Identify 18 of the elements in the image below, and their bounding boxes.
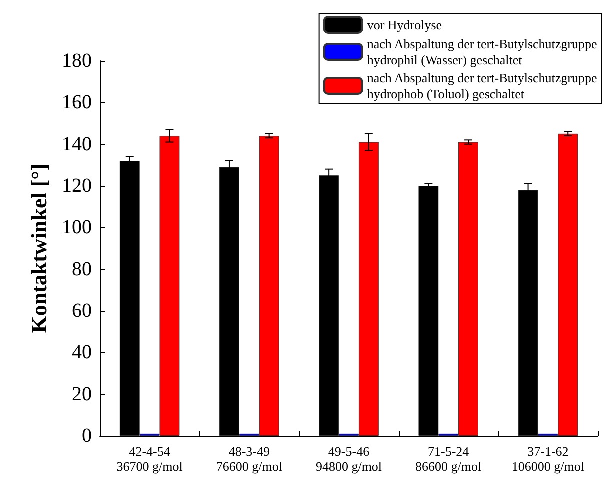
y-tick-label: 20 [72,383,92,406]
y-tick-label: 180 [62,50,92,72]
y-axis-title: Kontaktwinkel [°] [26,164,52,334]
y-tick-label: 100 [62,216,92,239]
y-tick-label: 60 [72,300,92,322]
y-tick-label: 0 [82,425,92,447]
y-tick-label: 140 [62,133,92,156]
legend-label: vor Hydrolyse [367,18,442,32]
y-tick-label: 160 [62,92,92,114]
legend-label: nach Abspaltung der tert-Butylschutzgruppe hydrophob (Toluol) geschaltet [367,70,598,102]
x-tick-label: 49-5-46 94800 g/mol [316,444,382,474]
x-tick-label: 37-1-62 106000 g/mol [512,444,585,474]
x-tick-label: 71-5-24 86600 g/mol [416,444,482,474]
x-tick-label: 48-3-49 76600 g/mol [216,444,283,474]
y-tick-label: 120 [62,175,92,197]
y-tick-label: 40 [72,342,92,364]
x-tick-label: 42-4-54 36700 g/mol [116,444,184,474]
y-tick-label: 80 [72,258,92,280]
